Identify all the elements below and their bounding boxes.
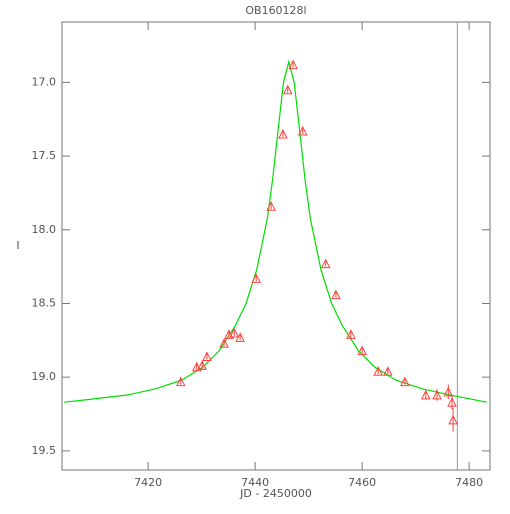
data-point [420,389,431,400]
data-point [175,376,186,387]
y-axis-label: I [16,239,19,252]
data-point [202,351,212,362]
data-point [447,397,457,407]
data-point [448,414,458,425]
data-point [266,201,276,211]
data-point [235,332,245,342]
x-tick-label: 7440 [241,476,269,489]
data-point [229,327,240,338]
data-point [224,329,234,339]
y-tick-label: 18.0 [32,223,57,236]
y-tick-label: 17.0 [32,75,57,88]
y-tick-label: 17.5 [32,149,57,162]
plot-frame [61,21,491,471]
y-tick-label: 18.5 [32,296,57,309]
x-tick-label: 7460 [348,476,376,489]
data-point [331,289,341,300]
x-tick-label: 7420 [134,476,162,489]
y-tick-label: 19.0 [32,370,57,383]
data-point [383,366,393,376]
data-point [219,338,229,348]
x-tick-label: 7480 [455,476,483,489]
data-point [346,329,356,339]
data-point [251,273,262,283]
data-point [320,258,331,269]
data-point [443,386,454,397]
data-point [197,360,207,370]
x-axis-label: JD - 2450000 [239,487,312,500]
data-point [282,84,293,95]
data-point [400,376,410,387]
chart-title: OB160128l [245,4,306,17]
data-point [278,128,288,139]
data-point [192,361,202,372]
y-tick-label: 19.5 [32,444,57,457]
model-curve [64,59,487,403]
data-point [288,59,298,70]
data-point [432,389,442,400]
data-point [357,345,367,356]
data-point [297,125,308,136]
data-point [373,366,383,376]
